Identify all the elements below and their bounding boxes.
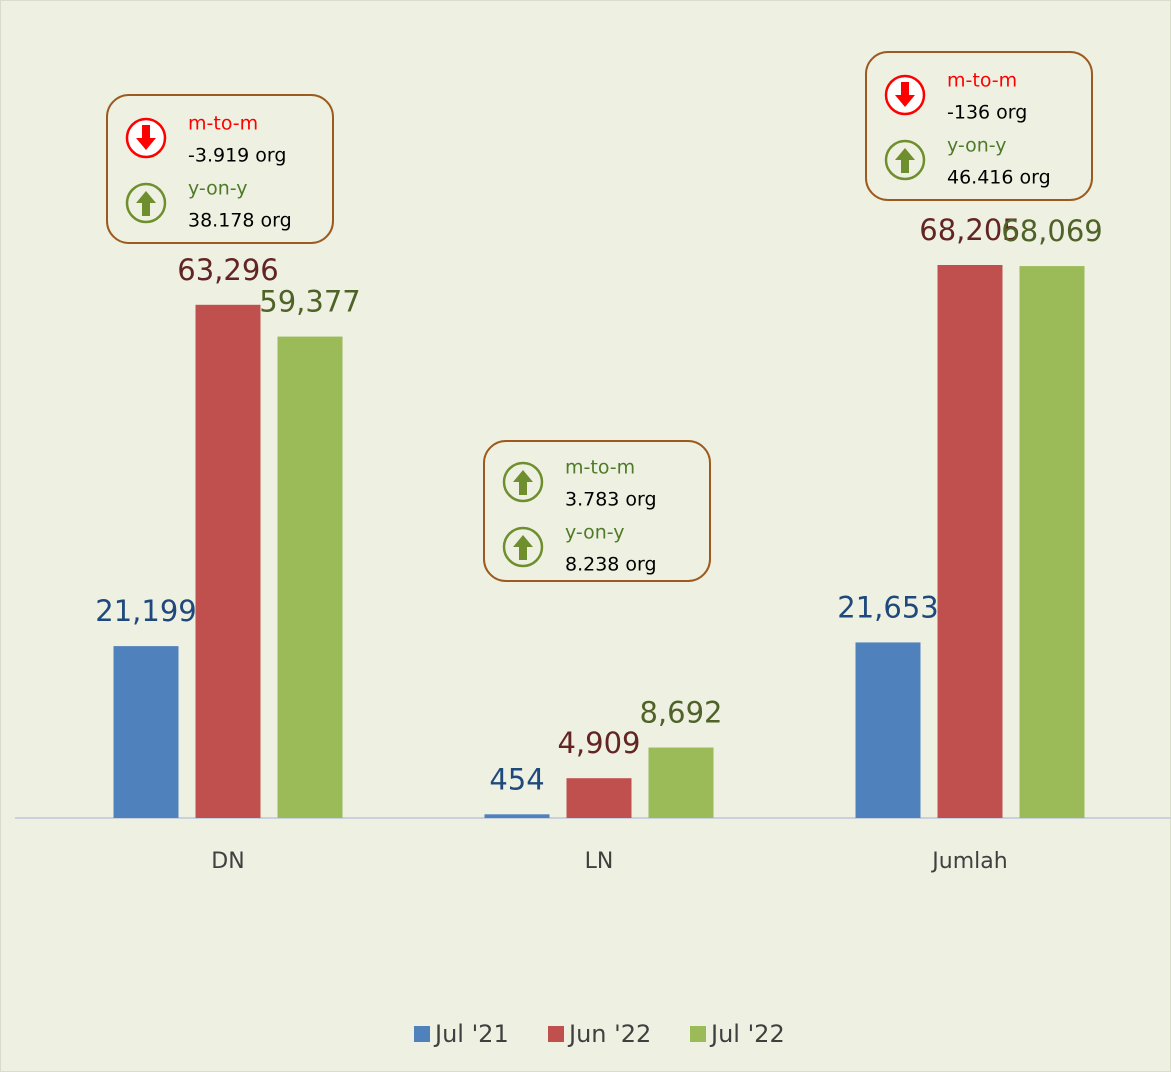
annotation-label: m-to-m — [565, 457, 635, 479]
bar — [195, 304, 261, 818]
annotation-label: m-to-m — [947, 70, 1017, 92]
bar — [937, 265, 1003, 818]
direction-arrow — [513, 470, 533, 495]
value-label: 63,296 — [177, 253, 278, 287]
bar — [1019, 266, 1085, 818]
bar — [277, 336, 343, 818]
direction-arrow — [136, 125, 156, 150]
bar — [484, 814, 550, 818]
legend-swatch — [690, 1026, 706, 1042]
value-label: 59,377 — [259, 285, 360, 319]
annotation-value: 8.238 org — [565, 554, 657, 576]
bar — [855, 642, 921, 818]
annotation-box — [865, 51, 1093, 201]
annotation-value: 46.416 org — [947, 167, 1051, 189]
annotation-value: 38.178 org — [188, 210, 292, 232]
legend-label: Jul '22 — [709, 1020, 785, 1048]
bar — [648, 747, 714, 818]
direction-arrow — [895, 148, 915, 173]
annotation-box — [106, 94, 334, 244]
legend-label: Jun '22 — [567, 1020, 651, 1048]
annotation-label: y-on-y — [188, 178, 248, 200]
value-label: 21,199 — [95, 594, 196, 628]
value-label: 21,653 — [837, 590, 938, 624]
direction-arrow — [136, 191, 156, 216]
legend-label: Jul '21 — [433, 1020, 509, 1048]
annotation-value: -136 org — [947, 102, 1027, 124]
legend-swatch — [548, 1026, 564, 1042]
direction-arrow — [513, 535, 533, 560]
x-tick-label: DN — [211, 849, 244, 874]
annotation-label: y-on-y — [947, 135, 1007, 157]
x-tick-label: LN — [585, 849, 614, 874]
value-label: 68,069 — [1001, 214, 1102, 248]
annotation-value: -3.919 org — [188, 145, 286, 167]
direction-arrow — [895, 82, 915, 107]
annotation-label: y-on-y — [565, 522, 625, 544]
annotation-label: m-to-m — [188, 113, 258, 135]
bar — [566, 778, 632, 818]
value-label: 454 — [489, 762, 544, 796]
x-tick-label: Jumlah — [930, 849, 1007, 874]
bar — [113, 646, 179, 818]
value-label: 8,692 — [639, 696, 722, 730]
value-label: 68,205 — [919, 213, 1020, 247]
value-label: 4,909 — [557, 726, 640, 760]
annotation-box — [483, 440, 711, 582]
annotation-value: 3.783 org — [565, 489, 657, 511]
legend-swatch — [414, 1026, 430, 1042]
